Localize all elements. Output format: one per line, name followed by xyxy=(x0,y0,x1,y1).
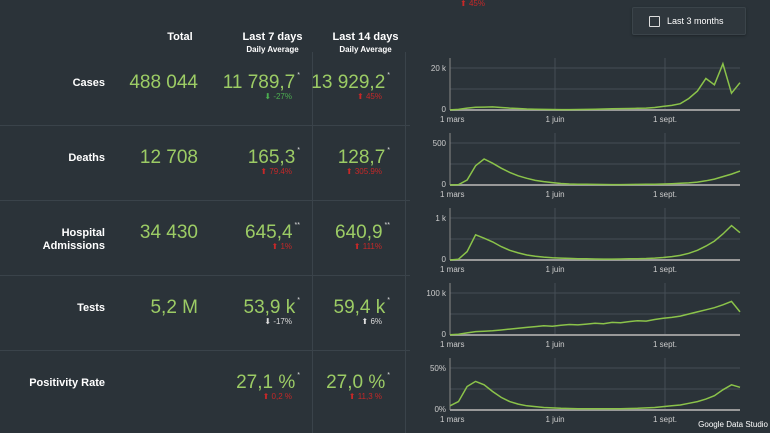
y-tick-label: 20 k xyxy=(431,64,447,73)
y-tick-label: 50% xyxy=(430,364,446,373)
chart-positivity-rate: 0% 50% 1 mars 1 juin 1 sept. xyxy=(430,358,741,424)
series-line xyxy=(449,224,741,261)
x-tick-label: 1 juin xyxy=(545,340,564,349)
total-tests: 5,2 M xyxy=(150,297,198,318)
last7-positivity-rate: 27,1 % * xyxy=(236,372,300,393)
series-line xyxy=(449,300,741,336)
y-tick-label: 0% xyxy=(434,405,446,414)
last14-change-cases: ⬆ 45% xyxy=(357,92,382,101)
row-divider xyxy=(0,275,410,276)
arrow-up-icon: ⬆ xyxy=(271,242,279,251)
last7-hospital-admissions: 645,4 ** xyxy=(245,222,300,243)
x-tick-label: 1 mars xyxy=(440,415,464,424)
last14-positivity-rate: 27,0 % * xyxy=(326,372,390,393)
x-tick-label: 1 juin xyxy=(545,415,564,424)
x-tick-label: 1 sept. xyxy=(653,190,677,199)
x-tick-label: 1 juin xyxy=(545,265,564,274)
row-divider xyxy=(0,125,410,126)
last14-change-hospital-admissions: ⬆ 111% xyxy=(353,242,382,251)
x-tick-label: 1 sept. xyxy=(653,115,677,124)
row-label-deaths: Deaths xyxy=(68,152,105,164)
header-total: Total xyxy=(167,31,193,43)
last14-hospital-admissions: 640,9 ** xyxy=(335,222,390,243)
last7-change-deaths: ⬆ 79.4% xyxy=(260,167,292,176)
header-last14: Last 14 days Daily Average xyxy=(332,31,399,54)
series-line xyxy=(449,380,741,410)
x-tick-label: 1 juin xyxy=(545,115,564,124)
last7-change-cases: ⬇ -27% xyxy=(264,92,292,101)
chart-deaths: 0 500 1 mars 1 juin 1 sept. xyxy=(433,133,741,199)
arrow-up-icon: ⬆ xyxy=(348,392,356,401)
last7-change-hospital-admissions: ⬆ 1% xyxy=(271,242,293,251)
series-line xyxy=(449,158,741,186)
last14-change-tests: ⬆ 6% xyxy=(361,317,383,326)
x-tick-label: 1 mars xyxy=(440,190,464,199)
y-tick-label: 100 k xyxy=(426,289,447,298)
chart-cases: 0 20 k 1 mars 1 juin 1 sept. xyxy=(431,58,741,124)
divider xyxy=(405,52,406,433)
y-tick-label: 0 xyxy=(442,330,447,339)
last14-deaths: 128,7 * xyxy=(337,147,390,168)
y-tick-label: 0 xyxy=(442,105,447,114)
last7-change-tests: ⬇ -17% xyxy=(264,317,292,326)
last14-cases: 13 929,2 * xyxy=(311,72,390,93)
x-tick-label: 1 sept. xyxy=(653,265,677,274)
total-hospital-admissions: 34 430 xyxy=(139,222,198,243)
arrow-up-icon: ⬆ xyxy=(345,167,353,176)
row-divider xyxy=(0,200,410,201)
checkbox-icon[interactable] xyxy=(649,15,660,27)
last14-tests: 59,4 k * xyxy=(333,297,391,318)
x-tick-label: 1 mars xyxy=(440,265,464,274)
arrow-up-icon: ⬆ xyxy=(361,317,369,326)
chart-tests: 0 100 k 1 mars 1 juin 1 sept. xyxy=(426,283,741,349)
row-label-cases: Cases xyxy=(72,77,105,89)
y-tick-label: 0 xyxy=(442,180,447,189)
arrow-down-icon: ⬇ xyxy=(264,92,272,101)
arrow-up-icon: ⬆ xyxy=(357,92,364,101)
row-label-tests: Tests xyxy=(77,302,105,314)
chart-hospital-admissions: 0 1 k 1 mars 1 juin 1 sept. xyxy=(435,208,741,274)
footer-credit: Google Data Studio xyxy=(698,420,768,429)
header-last7: Last 7 days Daily Average xyxy=(242,31,303,54)
arrow-up-icon: ⬆ xyxy=(260,167,268,176)
last7-tests: 53,9 k * xyxy=(243,297,301,318)
arrow-up-icon: ⬆ xyxy=(460,0,467,8)
row-divider xyxy=(0,350,410,351)
series-line xyxy=(449,61,741,111)
row-label-positivity-rate: Positivity Rate xyxy=(29,377,105,389)
y-tick-label: 1 k xyxy=(435,214,447,223)
x-tick-label: 1 juin xyxy=(545,190,564,199)
arrow-up-icon: ⬆ xyxy=(262,392,270,401)
last-3-months-toggle[interactable]: Last 3 months xyxy=(632,7,746,35)
total-cases: 488 044 xyxy=(129,72,198,93)
x-tick-label: 1 mars xyxy=(440,115,464,124)
last7-cases: 11 789,7 * xyxy=(222,72,300,93)
overflow-change: ⬆ 45% xyxy=(460,0,485,8)
last14-change-positivity-rate: ⬆ 11,3 % xyxy=(348,392,382,401)
last7-change-positivity-rate: ⬆ 0,2 % xyxy=(262,392,292,401)
toggle-label: Last 3 months xyxy=(667,16,724,26)
divider xyxy=(312,52,313,433)
row-label-hospital-admissions: Hospital Admissions xyxy=(42,227,105,252)
x-tick-label: 1 mars xyxy=(440,340,464,349)
arrow-up-icon: ⬆ xyxy=(353,242,361,251)
total-deaths: 12 708 xyxy=(139,147,198,168)
y-tick-label: 500 xyxy=(433,139,447,148)
x-tick-label: 1 sept. xyxy=(653,340,677,349)
last14-change-deaths: ⬆ 305.9% xyxy=(345,167,382,176)
last7-deaths: 165,3 * xyxy=(247,147,300,168)
arrow-down-icon: ⬇ xyxy=(264,317,272,326)
y-tick-label: 0 xyxy=(442,255,447,264)
x-tick-label: 1 sept. xyxy=(653,415,677,424)
